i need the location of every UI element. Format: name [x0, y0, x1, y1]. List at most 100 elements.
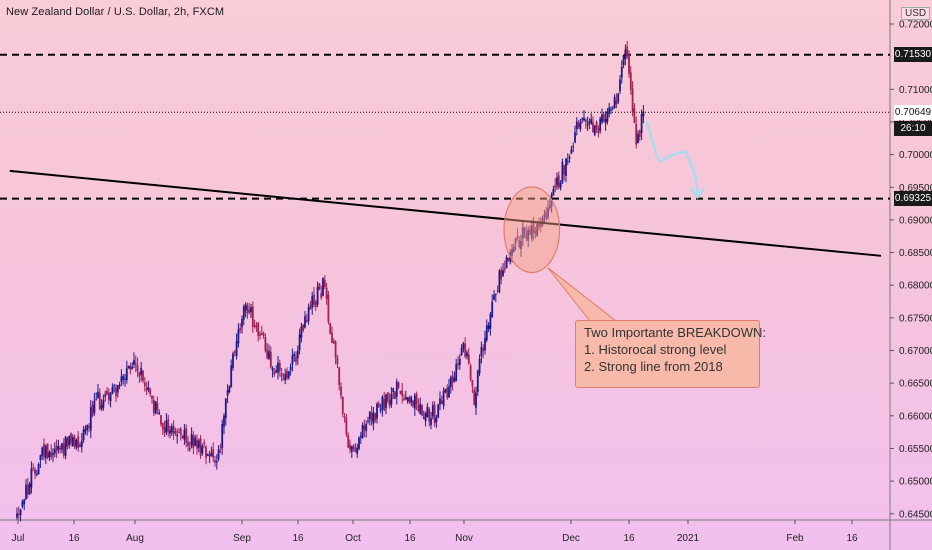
bear-candle [469, 365, 472, 380]
bear-candle [428, 408, 431, 422]
bull-candle [502, 270, 504, 276]
bear-candle [325, 287, 328, 299]
bull-candle [35, 473, 38, 476]
bull-candle [176, 434, 179, 437]
bull-candle [19, 509, 22, 516]
x-tick-label: 16 [292, 533, 304, 544]
bull-candle [430, 418, 432, 425]
bear-candle [323, 279, 326, 287]
bull-candle [275, 370, 278, 373]
bull-candle [190, 434, 193, 446]
bull-candle [619, 79, 621, 92]
bear-candle [539, 223, 542, 228]
bull-candle [356, 447, 359, 454]
bear-candle [46, 443, 49, 459]
callout-pointer [547, 267, 618, 322]
bull-candle [84, 428, 87, 432]
bear-candle [557, 175, 560, 188]
bull-candle [140, 367, 143, 375]
bull-candle [611, 108, 614, 110]
bear-candle [17, 514, 20, 516]
bull-candle [566, 160, 569, 162]
bull-candle [223, 415, 225, 427]
bull-candle [120, 376, 123, 382]
bull-candle [379, 408, 382, 411]
bull-candle [444, 389, 447, 393]
bear-candle [529, 229, 531, 235]
currency-badge[interactable]: USD [901, 7, 931, 20]
bull-candle [622, 55, 625, 65]
bear-candle [255, 325, 258, 327]
bull-candle [422, 417, 425, 419]
resistance-price-tag: 0.71530 [894, 47, 932, 63]
bear-candle [629, 72, 632, 90]
bear-candle [394, 391, 396, 399]
bull-candle [111, 387, 114, 394]
bull-candle [617, 93, 620, 103]
y-tick-label: 0.68500 [899, 248, 932, 259]
y-tick-label: 0.72000 [899, 20, 932, 31]
bull-candle [188, 448, 191, 450]
bear-candle [538, 223, 540, 228]
bull-candle [381, 396, 384, 410]
candles [16, 41, 645, 522]
bear-candle [349, 444, 351, 450]
bull-candle [93, 400, 96, 413]
breakdown-annotation[interactable]: Two Importante BREAKDOWN: 1. Historocal … [575, 320, 767, 388]
bear-candle [219, 451, 222, 453]
bear-candle [205, 446, 207, 458]
x-tick-label: 16 [68, 533, 80, 544]
y-tick-label: 0.65500 [899, 444, 932, 455]
bull-candle [71, 437, 74, 447]
bear-candle [500, 270, 503, 280]
bull-candle [169, 430, 171, 434]
bull-candle [16, 513, 18, 518]
bull-candle [304, 316, 306, 328]
bull-candle [575, 121, 578, 130]
bull-candle [250, 307, 252, 313]
bull-candle [131, 366, 134, 369]
bull-candle [53, 449, 56, 454]
bull-candle [642, 111, 645, 117]
bull-candle [271, 368, 274, 371]
bull-candle [439, 398, 441, 405]
bear-candle [415, 394, 418, 405]
bear-candle [199, 438, 202, 457]
bull-candle [125, 368, 128, 381]
bull-candle [570, 149, 573, 154]
bear-candle [331, 332, 333, 343]
bull-candle [410, 396, 413, 403]
countdown-tag: 26:10 [894, 120, 932, 136]
bear-candle [503, 268, 506, 270]
bull-candle [435, 417, 438, 423]
bull-candle [86, 425, 89, 430]
bear-candle [115, 387, 117, 397]
bear-candle [464, 343, 467, 357]
bear-candle [273, 371, 276, 375]
bull-candle [39, 455, 42, 461]
bear-candle [412, 400, 414, 406]
bull-candle [79, 445, 81, 447]
bear-candle [143, 382, 146, 386]
bear-candle [352, 445, 355, 450]
bear-candle [302, 324, 305, 331]
bear-candle [318, 283, 321, 290]
bull-candle [52, 453, 54, 455]
bull-candle [523, 228, 526, 231]
bear-candle [363, 425, 366, 430]
bull-candle [122, 376, 125, 380]
x-tick-label: Dec [562, 533, 580, 544]
bear-candle [178, 431, 180, 433]
bear-candle [343, 416, 346, 418]
bull-candle [514, 238, 517, 244]
annotation-line-1: Two Importante BREAKDOWN: [584, 325, 767, 340]
bull-candle [359, 435, 362, 438]
bear-candle [55, 445, 58, 452]
bull-candle [284, 374, 287, 381]
bear-candle [305, 320, 308, 323]
bull-candle [68, 435, 71, 445]
bull-candle [165, 420, 168, 433]
bull-candle [586, 123, 589, 126]
bear-candle [167, 418, 170, 432]
